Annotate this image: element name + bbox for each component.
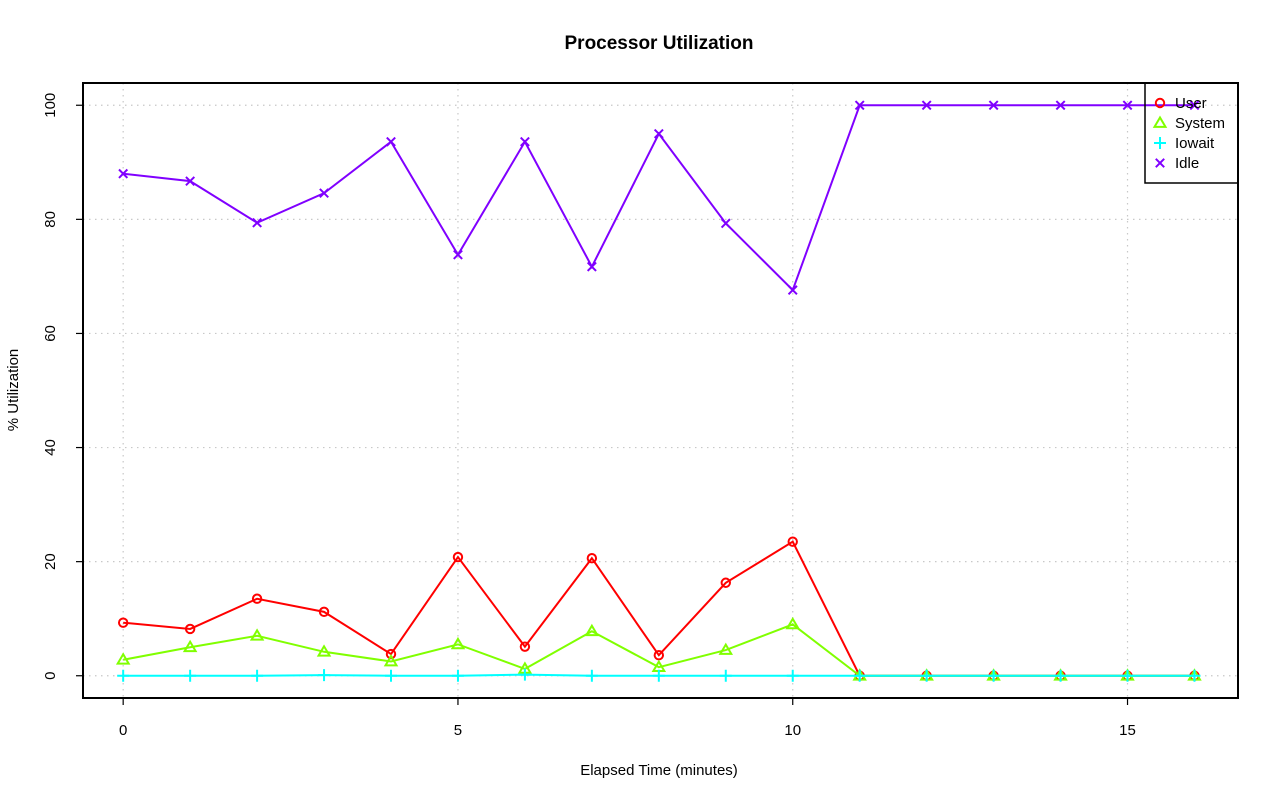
legend-box: [1144, 82, 1239, 184]
legend-label-iowait: Iowait: [1175, 135, 1215, 152]
data-point-idle: [854, 100, 865, 111]
data-point-iowait: [1121, 669, 1134, 682]
data-point-idle: [586, 261, 597, 272]
data-point-iowait: [1188, 669, 1201, 682]
data-point-user: [586, 553, 598, 564]
data-point-idle: [921, 100, 932, 111]
data-point-user: [653, 650, 665, 661]
data-point-iowait: [518, 668, 531, 681]
data-point-idle: [453, 249, 463, 260]
data-point-idle: [787, 285, 798, 295]
x-tick-label: 15: [1119, 722, 1136, 739]
data-point-idle: [118, 168, 129, 179]
legend-label-system: System: [1175, 115, 1225, 132]
data-point-idle: [720, 218, 731, 229]
y-tick-label: 0: [42, 672, 59, 680]
data-point-iowait: [184, 669, 197, 682]
y-tick-label: 40: [42, 439, 59, 456]
legend-marker-iowait: [1154, 137, 1166, 149]
data-point-system: [450, 636, 466, 650]
data-point-idle: [988, 100, 999, 111]
y-axis-label: % Utilization: [5, 349, 22, 432]
legend: User System Iowait Idle: [1144, 82, 1239, 184]
grid: [83, 83, 1238, 698]
data-point-iowait: [987, 669, 1000, 682]
series-idle: [118, 100, 1200, 295]
data-point-user: [452, 551, 464, 563]
data-point-system: [785, 616, 800, 630]
data-point-iowait: [920, 669, 933, 682]
data-point-idle: [319, 188, 329, 199]
data-point-iowait: [786, 669, 799, 682]
legend-marker-system: [1152, 115, 1168, 128]
data-point-user: [519, 641, 531, 652]
data-point-system: [115, 652, 131, 665]
plot-frame: [82, 82, 1239, 699]
data-point-user: [318, 606, 330, 618]
data-point-user: [184, 623, 196, 635]
data-point-user: [787, 536, 798, 547]
y-tick-label: 100: [42, 93, 59, 118]
x-tick-label: 10: [784, 722, 801, 739]
series-user: [117, 536, 1200, 681]
data-point-user: [117, 617, 129, 628]
data-point-idle: [252, 217, 262, 228]
data-point-iowait: [117, 669, 130, 682]
y-tick-label: 60: [42, 325, 59, 342]
data-point-system: [383, 654, 399, 667]
data-point-system: [316, 644, 332, 657]
data-point-user: [251, 593, 263, 604]
data-point-user: [720, 577, 731, 588]
data-point-iowait: [451, 669, 464, 682]
legend-marker-idle: [1155, 158, 1165, 168]
data-point-idle: [653, 128, 664, 139]
data-point-idle: [1189, 100, 1200, 111]
chart-title: Processor Utilization: [565, 33, 754, 54]
data-point-iowait: [585, 669, 598, 682]
series-layer: [115, 100, 1202, 682]
data-point-idle: [520, 136, 530, 147]
series-iowait: [117, 668, 1201, 682]
data-point-iowait: [719, 669, 732, 682]
x-tick-label: 0: [119, 722, 127, 739]
y-tick-label: 80: [42, 211, 59, 228]
data-point-idle: [386, 136, 396, 147]
legend-marker-user: [1154, 97, 1166, 109]
data-point-idle: [1055, 100, 1066, 111]
data-point-iowait: [1054, 669, 1067, 682]
axes: 0 5 10 15 0 20 40 60 80 100: [42, 93, 1136, 739]
data-point-user: [385, 648, 397, 660]
data-point-idle: [185, 176, 196, 187]
data-point-system: [718, 642, 734, 655]
data-point-iowait: [251, 669, 264, 682]
legend-label-idle: Idle: [1175, 155, 1199, 172]
x-tick-label: 5: [454, 722, 462, 739]
data-point-iowait: [853, 669, 866, 682]
data-point-iowait: [652, 669, 665, 682]
data-point-system: [249, 628, 265, 641]
legend-label-user: User: [1175, 95, 1207, 112]
y-tick-label: 20: [42, 553, 59, 570]
x-axis-label: Elapsed Time (minutes): [580, 762, 738, 779]
data-point-system: [182, 639, 198, 653]
data-point-iowait: [385, 669, 397, 682]
data-point-iowait: [318, 669, 331, 682]
series-line-user: [123, 540, 1195, 677]
data-point-system: [584, 623, 600, 637]
data-point-idle: [1122, 100, 1133, 111]
